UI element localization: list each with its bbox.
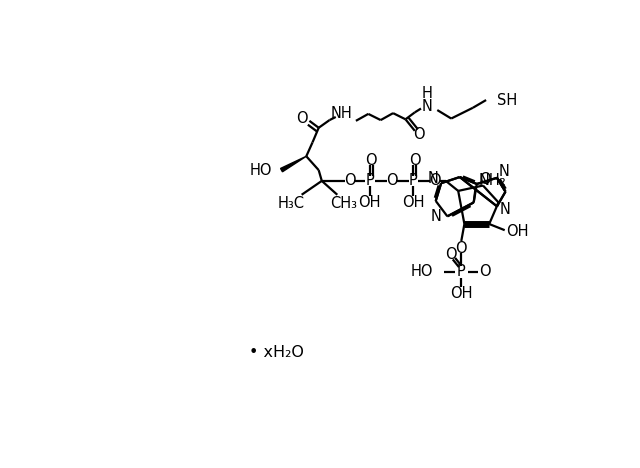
Text: • xH₂O: • xH₂O: [249, 345, 304, 360]
Text: N: N: [422, 99, 433, 114]
Text: O: O: [344, 174, 355, 189]
Text: O: O: [409, 153, 420, 168]
Text: NH₂: NH₂: [478, 174, 506, 189]
Text: CH₃: CH₃: [330, 197, 357, 212]
Text: P: P: [457, 264, 466, 279]
Text: O: O: [479, 172, 490, 187]
Text: P: P: [409, 174, 418, 189]
Text: O: O: [429, 174, 441, 189]
Text: P: P: [365, 174, 374, 189]
Text: O: O: [445, 247, 456, 263]
Text: O: O: [365, 153, 377, 168]
Text: O: O: [413, 127, 424, 142]
Text: N: N: [500, 202, 511, 217]
Text: OH: OH: [402, 195, 424, 210]
Text: OH: OH: [450, 286, 472, 301]
Text: O: O: [479, 264, 490, 279]
Text: H: H: [422, 86, 433, 101]
Text: HO: HO: [250, 162, 272, 178]
Text: OH: OH: [358, 195, 381, 210]
Text: O: O: [456, 241, 467, 256]
Text: OH: OH: [506, 224, 529, 239]
Text: N: N: [430, 209, 441, 224]
Text: HO: HO: [411, 264, 433, 279]
Text: N: N: [499, 164, 509, 179]
Text: SH: SH: [497, 93, 517, 108]
Text: N: N: [427, 171, 438, 186]
Text: H₃C: H₃C: [277, 197, 304, 212]
Text: O: O: [296, 111, 308, 126]
Text: O: O: [386, 174, 397, 189]
Text: NH: NH: [331, 106, 353, 121]
Polygon shape: [280, 156, 307, 172]
